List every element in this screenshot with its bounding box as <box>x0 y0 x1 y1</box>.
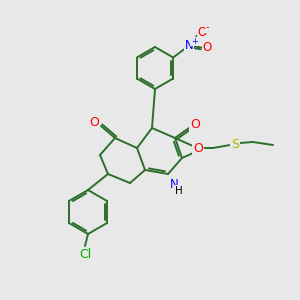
Text: -: - <box>206 22 209 32</box>
Text: O: O <box>89 116 99 130</box>
Text: Cl: Cl <box>79 248 91 262</box>
Text: N: N <box>185 39 194 52</box>
Text: O: O <box>202 41 212 54</box>
Text: N: N <box>169 178 178 190</box>
Text: O: O <box>193 142 203 154</box>
Text: S: S <box>231 137 239 151</box>
Text: +: + <box>191 37 198 46</box>
Text: H: H <box>175 186 183 196</box>
Text: O: O <box>190 118 200 131</box>
Text: O: O <box>198 26 207 39</box>
